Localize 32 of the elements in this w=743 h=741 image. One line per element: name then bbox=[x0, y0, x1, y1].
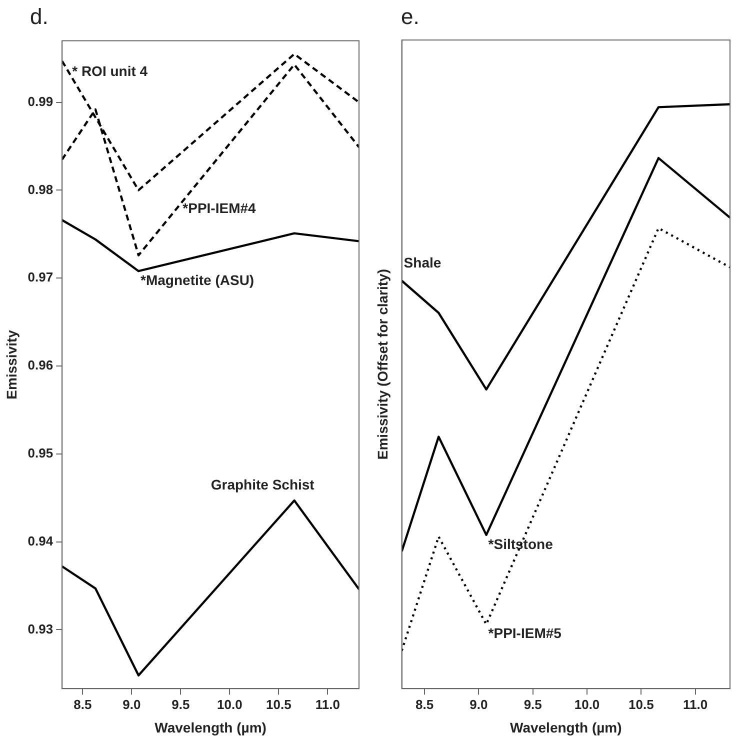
x-tick-label: 10.0 bbox=[217, 696, 242, 712]
x-axis-title: Wavelength (µm) bbox=[510, 719, 622, 736]
annotation: *PPI-IEM#5 bbox=[488, 625, 562, 642]
x-tick-label: 8.5 bbox=[74, 696, 92, 712]
x-axis-title: Wavelength (µm) bbox=[154, 719, 266, 736]
y-tick-label: 0.96 bbox=[28, 358, 54, 373]
y-axis-title: Emissivity (Offset for clarity) bbox=[374, 268, 390, 460]
annotation: *Magnetite (ASU) bbox=[140, 272, 254, 288]
x-tick-label: 10.0 bbox=[574, 696, 600, 712]
y-tick-label: 0.93 bbox=[28, 621, 54, 636]
x-tick-label: 10.5 bbox=[628, 696, 654, 712]
annotation: Graphite Schist bbox=[210, 476, 315, 492]
x-tick-label: 9.0 bbox=[122, 696, 141, 712]
annotation: *Siltstone bbox=[488, 536, 554, 552]
chart-title: d. bbox=[30, 4, 48, 30]
x-tick-label: 8.5 bbox=[416, 696, 434, 712]
annotation: *PPI-IEM#4 bbox=[182, 200, 256, 216]
y-tick-label: 0.99 bbox=[28, 94, 54, 109]
annotation: * ROI unit 4 bbox=[72, 62, 148, 79]
x-tick-label: 9.5 bbox=[524, 696, 542, 712]
x-tick-label: 11.0 bbox=[683, 696, 708, 712]
x-tick-label: 10.5 bbox=[266, 696, 292, 712]
y-tick-label: 0.94 bbox=[28, 533, 54, 548]
x-tick-label: 11.0 bbox=[315, 696, 340, 712]
y-axis-title: Emissivity bbox=[3, 330, 20, 400]
y-tick-label: 0.98 bbox=[28, 182, 54, 197]
x-tick-label: 9.0 bbox=[470, 696, 488, 712]
chart-title: e. bbox=[401, 4, 420, 30]
y-tick-label: 0.97 bbox=[28, 270, 54, 285]
annotation: Shale bbox=[404, 254, 442, 271]
y-tick-label: 0.95 bbox=[28, 445, 54, 460]
x-tick-label: 9.5 bbox=[172, 696, 190, 712]
